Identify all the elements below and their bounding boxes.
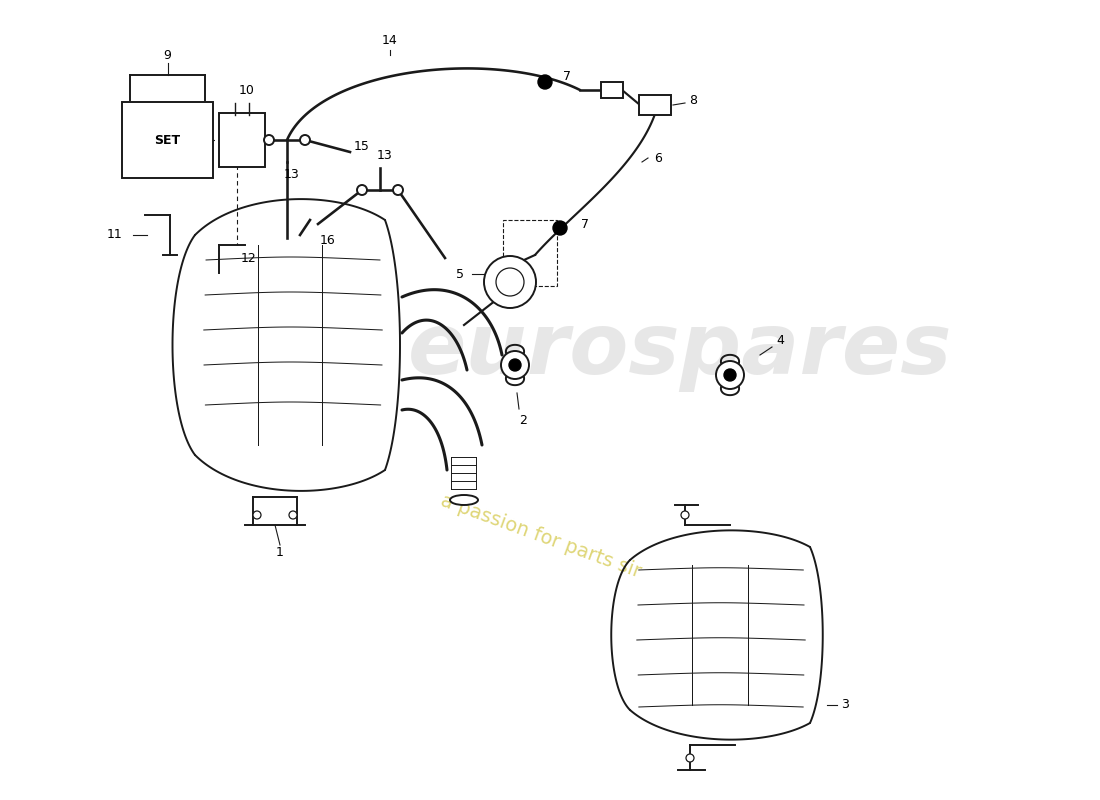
Text: 3: 3 bbox=[842, 698, 849, 711]
Circle shape bbox=[538, 75, 552, 89]
Text: 11: 11 bbox=[107, 229, 123, 242]
Circle shape bbox=[509, 359, 521, 371]
Circle shape bbox=[496, 268, 524, 296]
PathPatch shape bbox=[173, 198, 400, 491]
Ellipse shape bbox=[616, 535, 825, 735]
FancyBboxPatch shape bbox=[122, 102, 213, 178]
Text: 1: 1 bbox=[276, 546, 284, 558]
Ellipse shape bbox=[450, 495, 478, 505]
Circle shape bbox=[484, 256, 536, 308]
Text: 4: 4 bbox=[777, 334, 784, 346]
Text: 13: 13 bbox=[377, 149, 393, 162]
Text: 16: 16 bbox=[320, 234, 336, 246]
Circle shape bbox=[300, 135, 310, 145]
Text: 8: 8 bbox=[689, 94, 697, 106]
Text: SET: SET bbox=[154, 134, 180, 146]
Text: 2: 2 bbox=[519, 414, 527, 426]
Text: 7: 7 bbox=[563, 70, 571, 83]
Circle shape bbox=[264, 135, 274, 145]
Circle shape bbox=[358, 185, 367, 195]
Text: 9: 9 bbox=[164, 49, 172, 62]
Circle shape bbox=[686, 754, 694, 762]
Text: 15: 15 bbox=[354, 141, 370, 154]
Text: 12: 12 bbox=[241, 253, 257, 266]
Circle shape bbox=[681, 511, 689, 519]
Text: 14: 14 bbox=[382, 34, 398, 46]
Text: 6: 6 bbox=[654, 151, 662, 165]
Circle shape bbox=[393, 185, 403, 195]
Text: 13: 13 bbox=[284, 169, 300, 182]
Circle shape bbox=[553, 221, 566, 235]
Text: eurospares: eurospares bbox=[408, 309, 953, 391]
Circle shape bbox=[289, 511, 297, 519]
FancyBboxPatch shape bbox=[601, 82, 623, 98]
Text: a passion for parts since 1985: a passion for parts since 1985 bbox=[438, 490, 722, 610]
Text: 7: 7 bbox=[581, 218, 589, 230]
FancyBboxPatch shape bbox=[219, 113, 265, 167]
Circle shape bbox=[500, 351, 529, 379]
Circle shape bbox=[716, 361, 744, 389]
Circle shape bbox=[253, 511, 261, 519]
Circle shape bbox=[724, 369, 736, 381]
Text: 10: 10 bbox=[239, 83, 255, 97]
Text: 5: 5 bbox=[456, 267, 464, 281]
FancyBboxPatch shape bbox=[639, 95, 671, 115]
